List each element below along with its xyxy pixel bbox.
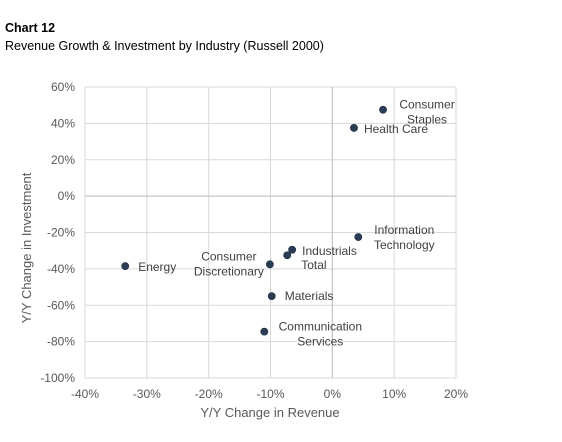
x-tick-label: -30% xyxy=(133,387,161,401)
point-label: Information Technology xyxy=(374,223,435,252)
chart-number: Chart 12 xyxy=(5,21,56,35)
y-tick-label: 40% xyxy=(51,116,75,130)
y-tick-label: -60% xyxy=(47,298,75,312)
x-tick-label: -10% xyxy=(256,387,284,401)
x-tick-label: 10% xyxy=(382,387,406,401)
y-tick-label: 0% xyxy=(58,189,76,203)
data-point xyxy=(267,292,276,301)
point-label: Communication Services xyxy=(279,320,362,349)
point-label: Consumer Staples xyxy=(399,98,454,127)
y-tick-label: -100% xyxy=(40,371,75,385)
y-tick-labels: -100% -80% -60% -40% -20% 0% 20% 40% 60% xyxy=(40,80,75,385)
x-tick-label: 20% xyxy=(444,387,468,401)
y-tick-label: 60% xyxy=(51,80,75,94)
y-axis-title: Y/Y Change in Investment xyxy=(19,172,34,323)
data-point xyxy=(354,233,363,241)
point-label: Industrials xyxy=(302,244,357,258)
point-label: Energy xyxy=(138,260,176,274)
point-label: Health Care xyxy=(364,122,428,136)
y-tick-label: -20% xyxy=(47,226,75,240)
zero-axis-lines xyxy=(85,87,456,378)
data-point xyxy=(283,251,292,260)
x-axis-title: Y/Y Change in Revenue xyxy=(200,405,339,420)
data-point xyxy=(350,124,358,132)
x-tick-labels: -40% -30% -20% -10% 0% 10% 20% xyxy=(71,387,468,401)
data-point xyxy=(288,245,297,254)
y-tick-label: -40% xyxy=(47,262,75,276)
point-label: Materials xyxy=(285,289,334,303)
x-tick-label: -20% xyxy=(195,387,223,401)
data-point xyxy=(265,260,274,269)
data-point xyxy=(121,262,130,271)
point-label: Total xyxy=(301,258,326,272)
y-tick-label: -80% xyxy=(47,335,75,349)
point-label: Consumer Discretionary xyxy=(194,249,264,278)
grid-lines xyxy=(84,86,457,379)
x-tick-label: -40% xyxy=(71,387,99,401)
data-point xyxy=(260,327,269,336)
chart-title: Revenue Growth & Investment by Industry … xyxy=(5,39,324,53)
x-tick-label: 0% xyxy=(324,387,342,401)
y-tick-label: 20% xyxy=(51,153,75,167)
data-point xyxy=(379,105,387,114)
data-points xyxy=(121,105,387,336)
